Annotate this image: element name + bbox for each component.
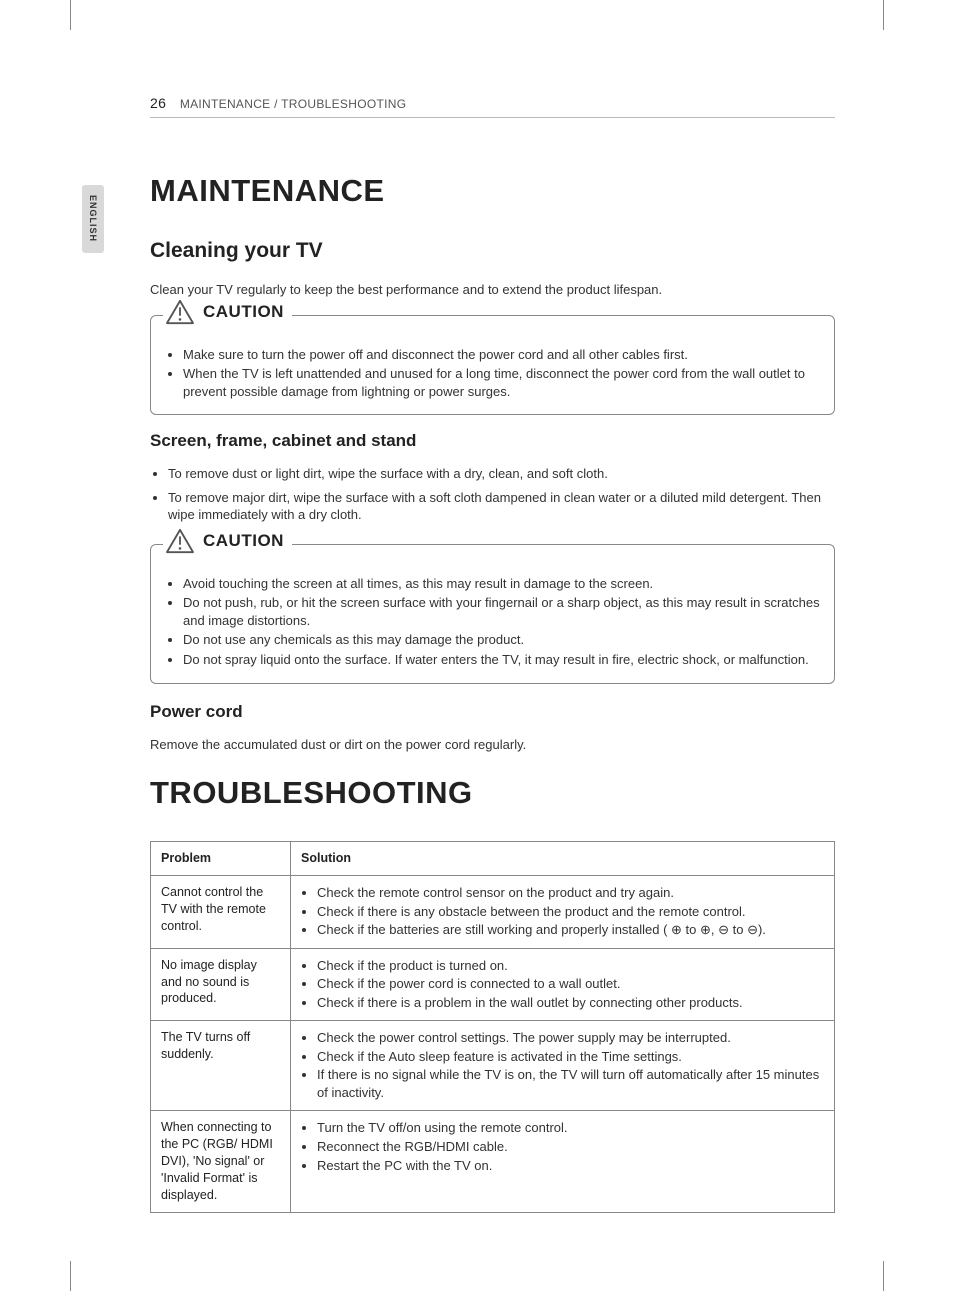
solution-cell: Turn the TV off/on using the remote cont… [291,1111,835,1212]
solution-cell: Check if the product is turned on. Check… [291,948,835,1021]
page: ENGLISH 26 MAINTENANCE / TROUBLESHOOTING… [0,0,954,1291]
heading-troubleshooting: TROUBLESHOOTING [150,775,835,811]
warning-icon [165,528,195,554]
heading-maintenance: MAINTENANCE [150,173,835,209]
col-solution: Solution [291,842,835,876]
language-tab: ENGLISH [82,185,104,253]
table-row: The TV turns off suddenly. Check the pow… [151,1021,835,1111]
screen-list: To remove dust or light dirt, wipe the s… [150,465,835,524]
caution-box-1: CAUTION Make sure to turn the power off … [150,315,835,416]
table-row: Cannot control the TV with the remote co… [151,875,835,948]
list-item: Check if the batteries are still working… [317,921,824,939]
troubleshooting-table: Problem Solution Cannot control the TV w… [150,841,835,1213]
list-item: Check if the power cord is connected to … [317,975,824,993]
list-item: Check if the product is turned on. [317,957,824,975]
caution-box-2: CAUTION Avoid touching the screen at all… [150,544,835,684]
caution-label: CAUTION [203,302,284,322]
list-item: Avoid touching the screen at all times, … [183,575,820,593]
caution-2-list: Avoid touching the screen at all times, … [165,575,820,669]
list-item: Make sure to turn the power off and disc… [183,346,820,364]
problem-cell: When connecting to the PC (RGB/ HDMI DVI… [151,1111,291,1212]
solution-cell: Check the remote control sensor on the p… [291,875,835,948]
list-item: If there is no signal while the TV is on… [317,1066,824,1101]
caution-legend: CAUTION [163,528,292,554]
warning-icon [165,299,195,325]
list-item: Check if the Auto sleep feature is activ… [317,1048,824,1066]
crop-mark [883,0,884,30]
list-item: Do not spray liquid onto the surface. If… [183,651,820,669]
caution-legend: CAUTION [163,299,292,325]
problem-cell: Cannot control the TV with the remote co… [151,875,291,948]
list-item: Do not use any chemicals as this may dam… [183,631,820,649]
list-item: Check the remote control sensor on the p… [317,884,824,902]
list-item: Do not push, rub, or hit the screen surf… [183,594,820,629]
col-problem: Problem [151,842,291,876]
header-rule [150,117,835,118]
list-item: Check if there is a problem in the wall … [317,994,824,1012]
running-head-text: MAINTENANCE / TROUBLESHOOTING [180,97,407,111]
language-tab-label: ENGLISH [88,195,98,242]
list-item: Restart the PC with the TV on. [317,1157,824,1175]
list-item: Reconnect the RGB/HDMI cable. [317,1138,824,1156]
heading-cleaning: Cleaning your TV [150,239,835,263]
problem-cell: The TV turns off suddenly. [151,1021,291,1111]
power-cord-text: Remove the accumulated dust or dirt on t… [150,736,835,754]
cleaning-intro: Clean your TV regularly to keep the best… [150,281,835,299]
content-area: 26 MAINTENANCE / TROUBLESHOOTING MAINTEN… [150,95,835,1213]
list-item: To remove dust or light dirt, wipe the s… [168,465,835,483]
caution-label: CAUTION [203,531,284,551]
list-item: When the TV is left unattended and unuse… [183,365,820,400]
list-item: Turn the TV off/on using the remote cont… [317,1119,824,1137]
running-head: 26 MAINTENANCE / TROUBLESHOOTING [150,95,835,111]
heading-screen: Screen, frame, cabinet and stand [150,431,835,451]
crop-mark [70,1261,71,1291]
table-row: No image display and no sound is produce… [151,948,835,1021]
page-number: 26 [150,95,166,111]
list-item: Check if there is any obstacle between t… [317,903,824,921]
crop-mark [883,1261,884,1291]
list-item: Check the power control settings. The po… [317,1029,824,1047]
caution-1-list: Make sure to turn the power off and disc… [165,346,820,401]
crop-mark [70,0,71,30]
problem-cell: No image display and no sound is produce… [151,948,291,1021]
list-item: To remove major dirt, wipe the surface w… [168,489,835,524]
table-header-row: Problem Solution [151,842,835,876]
heading-power-cord: Power cord [150,702,835,722]
table-row: When connecting to the PC (RGB/ HDMI DVI… [151,1111,835,1212]
solution-cell: Check the power control settings. The po… [291,1021,835,1111]
